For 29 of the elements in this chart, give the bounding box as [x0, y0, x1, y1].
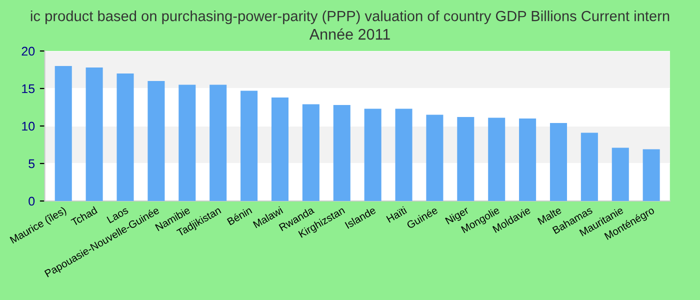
- bar: [54, 66, 72, 201]
- x-tick-label: Haïti: [386, 206, 407, 223]
- bar: [178, 84, 196, 201]
- bar: [550, 123, 568, 201]
- y-tick-label: 20: [22, 46, 35, 56]
- bar: [642, 149, 660, 201]
- bar: [148, 81, 165, 201]
- chart-title: ic product based on purchasing-power-parity (PPP) valuation of country GDP Billions Current intern: [30, 10, 670, 24]
- y-tick-label: 10: [22, 122, 35, 131]
- bar: [519, 118, 536, 201]
- bar: [271, 98, 288, 201]
- bar: [580, 132, 598, 201]
- bar: [457, 117, 474, 201]
- y-tick-label: 15: [22, 84, 35, 94]
- bar: [240, 90, 258, 201]
- bar: [86, 68, 103, 201]
- bar: [210, 84, 227, 201]
- bar: [302, 104, 320, 201]
- bar: [488, 118, 506, 201]
- bar: [364, 108, 382, 201]
- bar: [426, 114, 444, 201]
- x-tick-label: Bénin: [226, 206, 252, 226]
- chart-subtitle: Année 2011: [309, 28, 390, 40]
- y-tick-label: 0: [28, 196, 35, 206]
- y-tick-label: 5: [28, 159, 35, 168]
- bar: [333, 105, 350, 201]
- bar: [612, 148, 629, 201]
- bar: [395, 108, 412, 201]
- bar: [116, 74, 134, 201]
